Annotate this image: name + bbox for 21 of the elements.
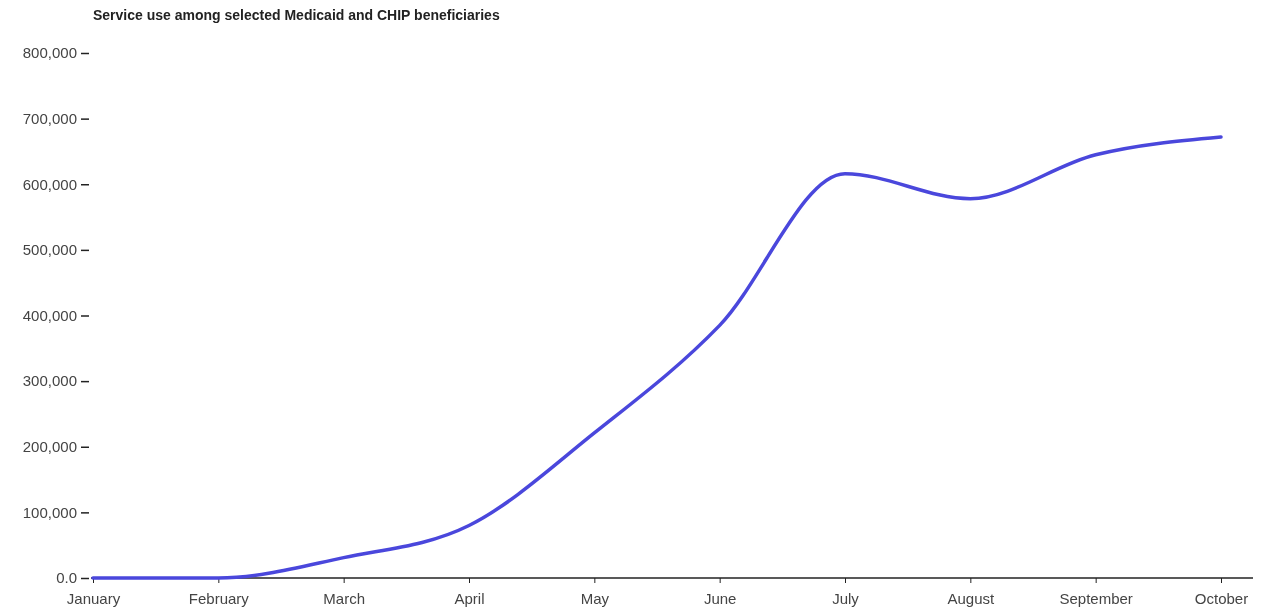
y-tick-label: 500,000 [22,241,77,259]
x-tick-label: February [188,589,250,607]
x-tick-label: October [1194,589,1249,607]
y-tick-label: 200,000 [22,438,77,456]
y-tick-label: 300,000 [22,372,77,390]
y-tick-label: 600,000 [22,175,77,193]
y-tick-label: 700,000 [22,109,77,127]
y-tick-label: 800,000 [22,44,77,62]
x-tick-label: May [580,589,610,607]
chart-title: Service use among selected Medicaid and CHIP beneficiaries [93,7,500,23]
y-tick-label: 400,000 [22,306,77,324]
y-tick-label: 100,000 [22,503,77,521]
x-tick-label: June [703,589,737,607]
x-tick-label: September [1059,589,1133,607]
line-series [91,135,1223,580]
x-tick-label: January [66,589,121,607]
y-tick-label: 0.0 [56,569,77,587]
x-tick-label: August [947,589,996,607]
x-tick-label: April [454,589,485,607]
x-tick-label: July [832,589,860,607]
x-tick-label: March [323,589,366,607]
